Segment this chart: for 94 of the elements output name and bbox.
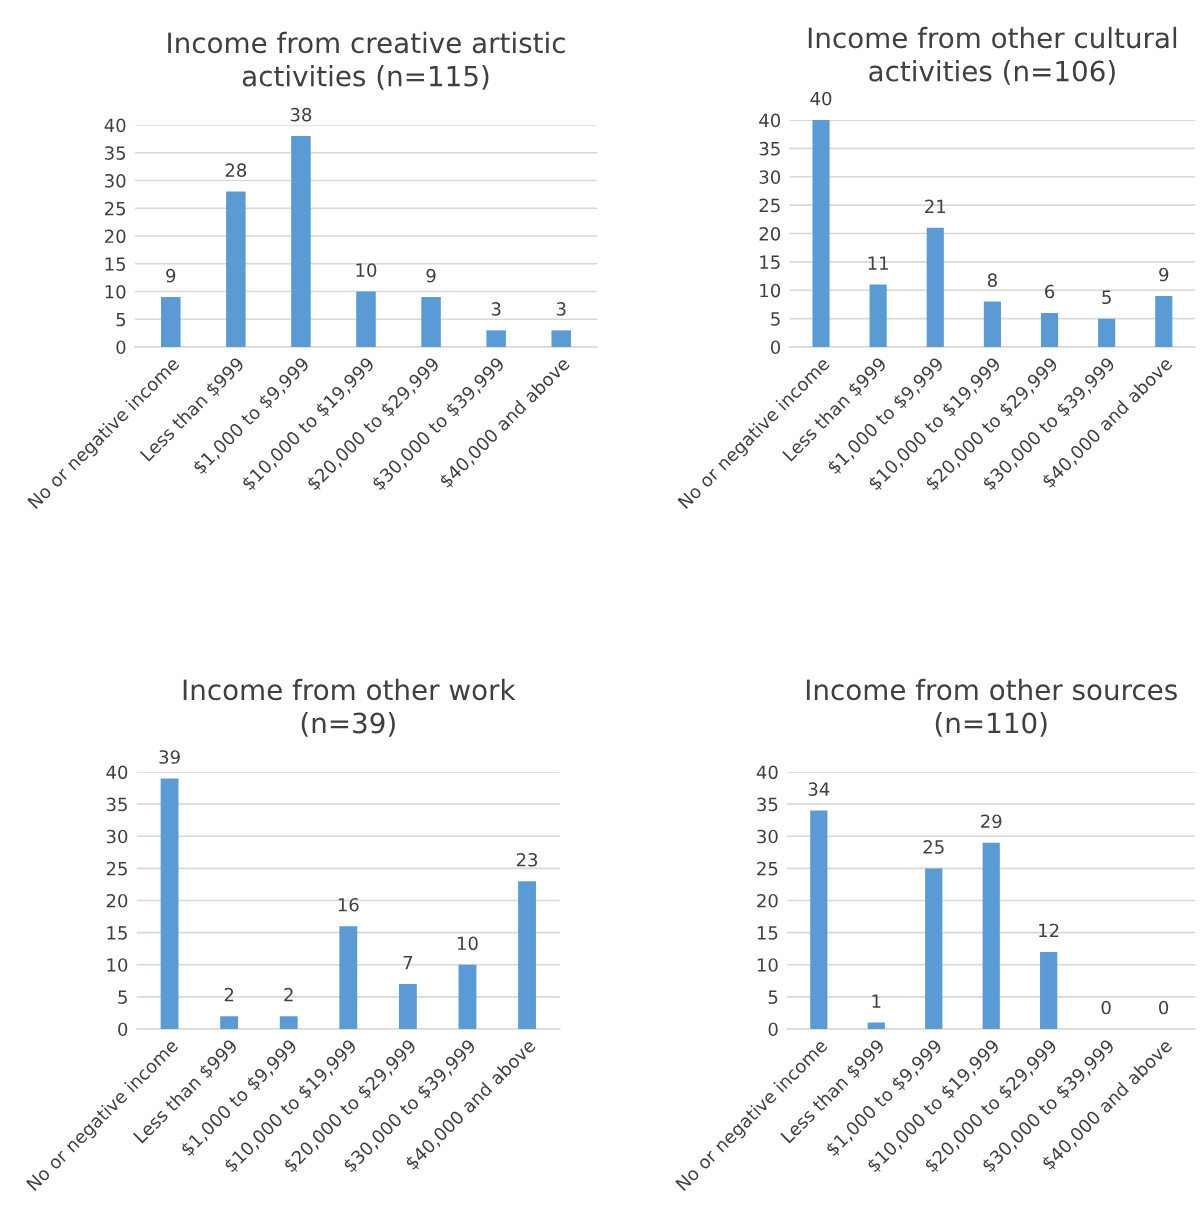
data-label: 34 [808,782,830,796]
data-label: 11 [868,256,888,270]
data-label: 29 [981,814,1002,829]
bar [161,297,181,347]
data-label: 5 [1102,290,1111,305]
bar [869,284,887,347]
y-tick-label: 10 [105,284,126,299]
y-tick-label: 20 [757,893,778,908]
data-label: 12 [1039,923,1059,938]
data-label: 10 [356,263,377,277]
y-tick-label: 15 [105,257,126,271]
bar [810,810,828,1029]
data-label: 3 [556,302,566,316]
y-tick-label: 20 [759,226,781,241]
chart-title: Income from other cultural activities (n=106) [808,26,1177,85]
bar [926,227,944,347]
y-tick-label: 35 [106,797,127,812]
data-label: 28 [225,163,247,178]
bar [867,1022,885,1029]
y-tick-label: 35 [757,797,778,812]
bar [160,778,179,1029]
y-tick-label: 40 [106,765,128,780]
y-tick-label: 30 [757,829,778,844]
data-label: 23 [516,852,538,867]
y-tick-label: 5 [768,990,778,1004]
y-tick-label: 40 [104,118,126,133]
y-tick-label: 20 [106,893,128,908]
data-label: 39 [159,750,180,764]
bar [279,1016,298,1029]
y-tick-label: 20 [105,229,126,244]
data-label: 7 [403,955,413,970]
data-label: 10 [457,936,478,951]
data-label: 25 [923,840,944,854]
bar [1040,951,1058,1029]
bar [1040,312,1059,347]
data-label: 0 [1101,1000,1111,1015]
data-label: 16 [338,897,359,912]
y-tick-label: 0 [118,1022,128,1037]
bar [1155,295,1173,347]
bar [220,1016,239,1029]
bar [356,291,376,347]
data-label: 2 [224,987,234,1002]
chart-title: Income from creative artistic activities (n=115) [168,31,565,90]
data-label: 0 [1159,1000,1169,1015]
data-label: 21 [925,199,946,213]
y-tick-label: 0 [768,1022,778,1037]
bar [458,964,477,1029]
data-label: 6 [1045,284,1055,299]
y-tick-label: 5 [771,312,780,326]
y-tick-label: 25 [759,198,780,213]
y-tick-label: 10 [107,958,128,972]
chart-title: Income from other work (n=39) [183,678,516,737]
y-tick-label: 5 [118,990,127,1004]
y-tick-label: 35 [759,141,780,156]
data-label: 9 [166,268,176,283]
data-label: 38 [290,107,312,122]
data-label: 1 [872,994,881,1008]
y-tick-label: 5 [116,312,126,327]
data-label: 9 [426,268,436,283]
data-label: 9 [1159,267,1169,282]
y-tick-label: 15 [760,255,780,270]
bar [982,842,1000,1029]
y-tick-label: 30 [105,173,126,188]
bar [1098,318,1116,347]
y-tick-label: 40 [756,765,778,780]
y-tick-label: 30 [106,829,128,844]
bar [226,191,246,347]
y-tick-label: 15 [107,926,127,940]
y-tick-label: 25 [105,201,126,216]
y-tick-label: 25 [757,861,778,876]
y-tick-label: 30 [759,170,781,184]
bar [421,297,441,347]
y-tick-label: 25 [106,861,127,876]
bar [518,881,536,1029]
data-label: 3 [491,302,501,316]
bar [983,301,1001,347]
data-label: 8 [987,273,997,287]
bar [551,330,571,347]
y-tick-label: 10 [757,958,778,972]
y-tick-label: 35 [105,146,126,160]
bar [486,330,506,347]
y-tick-label: 0 [116,340,126,355]
y-tick-label: 10 [760,283,781,298]
bar [925,868,943,1029]
y-tick-label: 0 [770,340,781,355]
bar [291,136,311,347]
chart-title: Income from other sources (n=110) [806,678,1177,737]
data-label: 40 [810,91,832,106]
bar [812,120,830,347]
bar [339,926,358,1029]
bar [398,984,417,1029]
y-tick-label: 15 [757,926,778,940]
y-tick-label: 40 [759,113,781,128]
data-label: 2 [284,987,293,1002]
